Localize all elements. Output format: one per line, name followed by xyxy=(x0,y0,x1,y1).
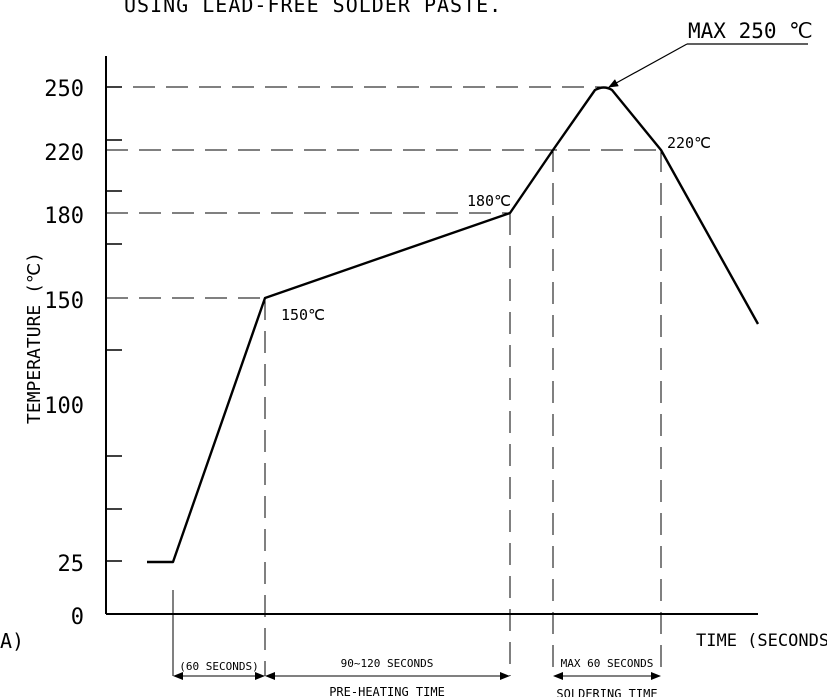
y-tick-label: 0 xyxy=(71,605,84,630)
label-220c: 220℃ xyxy=(667,134,711,152)
left-edge-text: A) xyxy=(0,629,24,653)
x-axis-title: TIME (SECONDS) xyxy=(696,631,827,651)
vertical-dashed-lines xyxy=(264,150,662,676)
label-180c: 180℃ xyxy=(467,192,511,210)
y-tick-label: 180 xyxy=(44,204,84,229)
soldering-time-label: SOLDERING TIME xyxy=(556,687,657,697)
preheat-time-label: PRE-HEATING TIME xyxy=(329,685,445,697)
y-tick-labels: 250 220 180 150 100 25 0 xyxy=(44,77,84,630)
horizontal-dashed-lines xyxy=(106,86,664,299)
y-tick-label: 150 xyxy=(44,289,84,314)
y-tick-label: 100 xyxy=(44,394,84,419)
y-tick-label: 220 xyxy=(44,141,84,166)
ramp-duration-label: (60 SECONDS) xyxy=(179,660,258,673)
y-tick-label: 250 xyxy=(44,77,84,102)
temperature-profile-curve xyxy=(147,86,760,564)
y-axis-title: TEMPERATURE (℃) xyxy=(24,252,45,424)
max-temperature-label: MAX 250 ℃ xyxy=(688,19,813,43)
y-tick-label: 25 xyxy=(58,552,85,577)
y-tick-marks xyxy=(106,86,122,562)
header-text: USING LEAD-FREE SOLDER PASTE. xyxy=(124,0,502,17)
label-150c: 150℃ xyxy=(281,306,325,324)
preheat-duration-label: 90~120 SECONDS xyxy=(341,657,434,670)
max-callout-arrow xyxy=(608,43,688,88)
soldering-duration-label: MAX 60 SECONDS xyxy=(561,657,654,670)
